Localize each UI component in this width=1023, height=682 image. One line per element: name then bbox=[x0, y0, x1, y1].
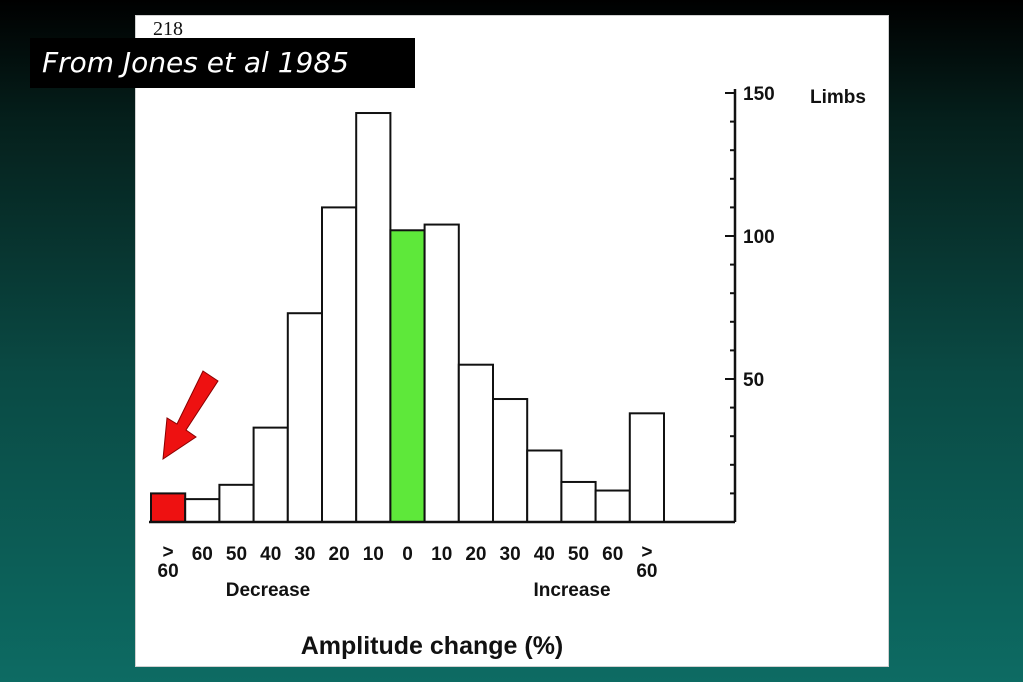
bar-2 bbox=[218, 483, 255, 524]
x-tick-label: >60 bbox=[636, 542, 657, 582]
x-tick-label: 60 bbox=[192, 544, 213, 565]
x-tick-label: 50 bbox=[568, 544, 589, 565]
bar-6 bbox=[355, 112, 392, 524]
red-arrow-icon bbox=[162, 370, 219, 461]
x-tick-label: 40 bbox=[260, 544, 281, 565]
x-tick-label: 10 bbox=[363, 544, 384, 565]
bar-11 bbox=[526, 449, 563, 523]
group-label-decrease: Decrease bbox=[226, 580, 311, 601]
bar-4 bbox=[286, 312, 323, 523]
y-tick-label: 100 bbox=[743, 227, 775, 248]
x-tick-label: 10 bbox=[431, 544, 452, 565]
page-number: 218 bbox=[153, 18, 183, 40]
bar-13 bbox=[594, 489, 631, 524]
bar-1 bbox=[184, 498, 221, 523]
bar-7 bbox=[389, 229, 426, 523]
y-axis-label: Limbs bbox=[810, 87, 866, 108]
x-tick-label: 20 bbox=[329, 544, 350, 565]
bar-5 bbox=[321, 206, 358, 523]
y-tick-label: 50 bbox=[743, 370, 764, 391]
bar-12 bbox=[560, 480, 597, 523]
bar-3 bbox=[252, 426, 289, 523]
bar-0 bbox=[150, 492, 187, 523]
x-tick-label: 50 bbox=[226, 544, 247, 565]
figure-panel bbox=[135, 15, 889, 667]
bar-14 bbox=[628, 412, 665, 524]
bar-8 bbox=[423, 223, 460, 523]
y-tick-label: 150 bbox=[743, 84, 775, 105]
x-axis-label: Amplitude change (%) bbox=[301, 632, 564, 660]
x-tick-label: 60 bbox=[602, 544, 623, 565]
x-tick-label: 40 bbox=[534, 544, 555, 565]
x-tick-label: 0 bbox=[402, 544, 413, 565]
group-label-increase: Increase bbox=[533, 580, 610, 601]
bar-9 bbox=[457, 363, 494, 524]
x-tick-label: >60 bbox=[158, 542, 179, 582]
x-tick-label: 30 bbox=[500, 544, 521, 565]
source-caption: From Jones et al 1985 bbox=[30, 38, 415, 88]
bar-10 bbox=[492, 398, 529, 523]
x-tick-label: 20 bbox=[465, 544, 486, 565]
x-tick-label: 30 bbox=[294, 544, 315, 565]
